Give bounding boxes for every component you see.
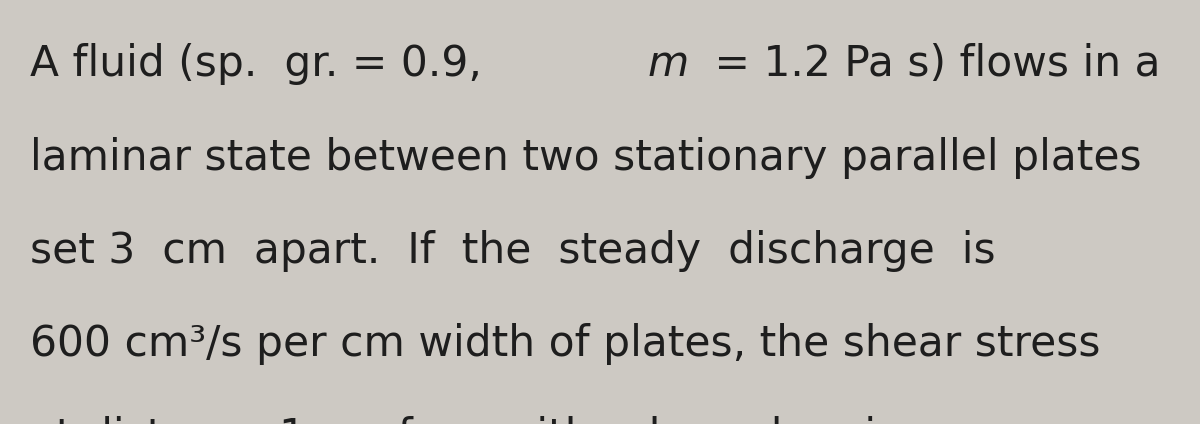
Text: 600 cm³/s per cm width of plates, the shear stress: 600 cm³/s per cm width of plates, the sh… bbox=[30, 323, 1100, 365]
Text: A fluid (sp.  gr. = 0.9,: A fluid (sp. gr. = 0.9, bbox=[30, 43, 509, 85]
Text: = 1.2 Pa s) flows in a: = 1.2 Pa s) flows in a bbox=[701, 43, 1160, 85]
Text: set 3  cm  apart.  If  the  steady  discharge  is: set 3 cm apart. If the steady discharge … bbox=[30, 230, 996, 272]
Text: at distance 1 cm from either boundary is:: at distance 1 cm from either boundary is… bbox=[30, 416, 913, 424]
Text: m: m bbox=[648, 43, 689, 85]
Text: laminar state between two stationary parallel plates: laminar state between two stationary par… bbox=[30, 137, 1141, 179]
